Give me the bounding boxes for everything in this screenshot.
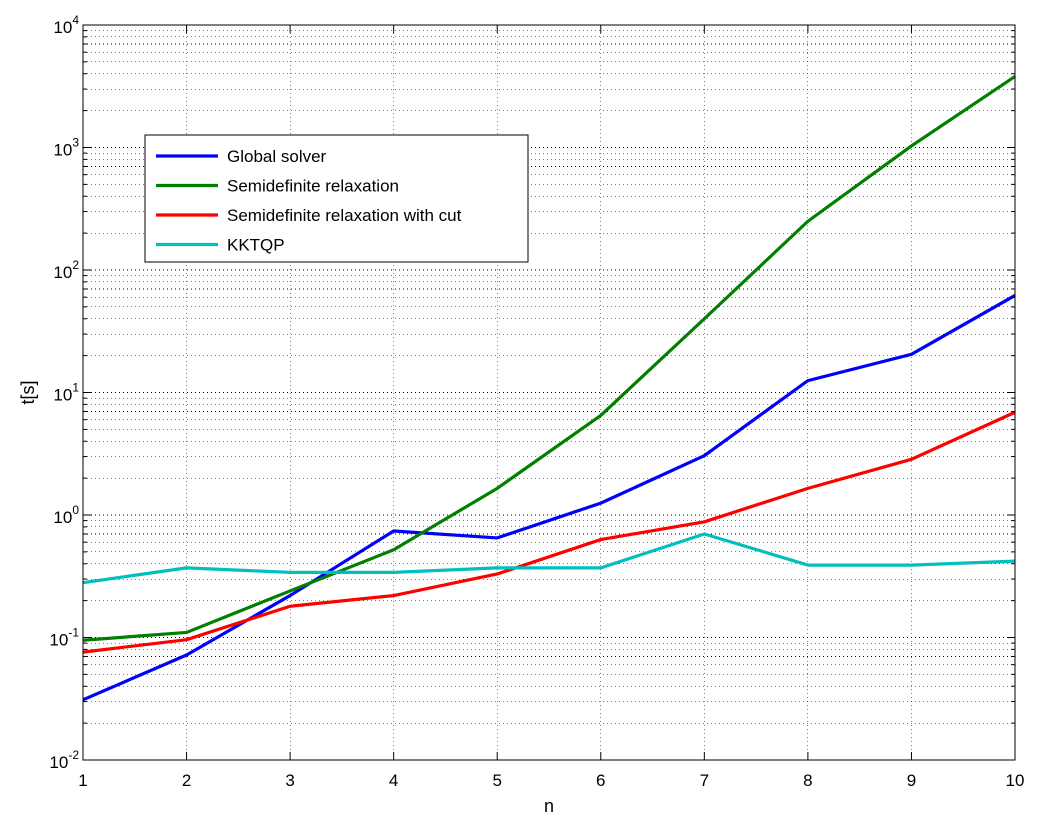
legend: Global solver Semidefinite relaxation Semi… bbox=[144, 134, 529, 263]
series-line-1 bbox=[82, 294, 1016, 702]
series-line-3 bbox=[82, 410, 1016, 654]
y-tick-label: 103 bbox=[53, 136, 79, 160]
x-tick-label: 5 bbox=[492, 771, 501, 790]
legend-label: KKTQP bbox=[227, 236, 285, 255]
y-tick-label: 101 bbox=[53, 381, 79, 405]
legend-label: Semidefinite relaxation with cut bbox=[227, 206, 462, 225]
x-tick-label: 2 bbox=[182, 771, 191, 790]
x-tick-label: 10 bbox=[1006, 771, 1025, 790]
x-tick-label: 3 bbox=[285, 771, 294, 790]
series-lines bbox=[82, 75, 1016, 702]
x-axis-label: n bbox=[544, 796, 554, 816]
x-tick-label: 4 bbox=[389, 771, 398, 790]
axis-ticks: 1 2 3 4 5 6 7 8 9 10 10-2 10-1 100 101 102 103 104 bbox=[49, 13, 1024, 790]
y-tick-label: 10-1 bbox=[49, 626, 79, 650]
x-tick-label: 6 bbox=[596, 771, 605, 790]
x-tick-label: 9 bbox=[907, 771, 916, 790]
series-line-4 bbox=[82, 532, 1016, 585]
y-tick-label: 10-2 bbox=[49, 748, 79, 772]
y-tick-label: 102 bbox=[53, 258, 79, 282]
x-tick-label: 7 bbox=[700, 771, 709, 790]
grid-lines bbox=[83, 25, 1015, 760]
y-tick-label: 100 bbox=[53, 503, 79, 527]
legend-label: Semidefinite relaxation bbox=[227, 177, 399, 196]
series-line-2 bbox=[82, 75, 1016, 642]
x-tick-label: 1 bbox=[78, 771, 87, 790]
y-tick-label: 104 bbox=[53, 13, 79, 37]
y-axis-label: t[s] bbox=[18, 380, 38, 404]
x-tick-label: 8 bbox=[803, 771, 812, 790]
legend-label: Global solver bbox=[227, 147, 327, 166]
